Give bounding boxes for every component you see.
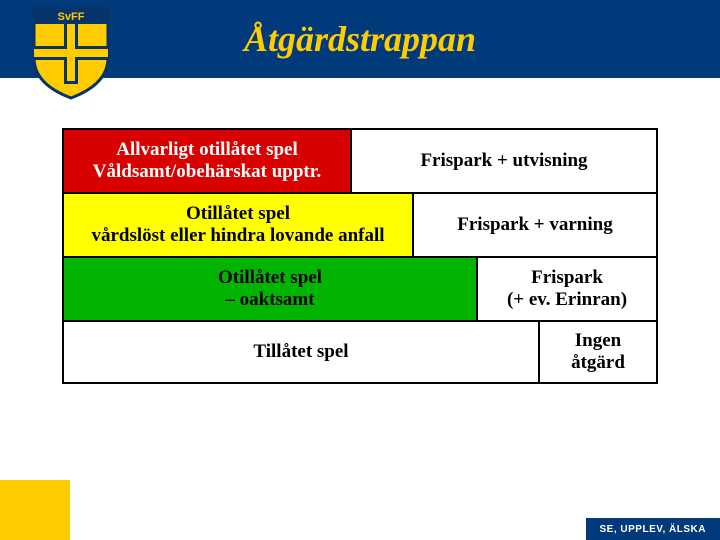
step-right-line1: Frispark + utvisning xyxy=(420,150,587,172)
ladder-step-1: Otillåtet spelvårdslöst eller hindra lov… xyxy=(62,192,658,256)
step-left-2: Otillåtet spel– oaktsamt xyxy=(64,256,478,320)
step-left-line1: Otillåtet spel xyxy=(186,203,290,225)
footer-tagline: SE, UPPLEV, ÄLSKA xyxy=(586,518,720,540)
step-left-line2: – oaktsamt xyxy=(225,289,314,311)
svff-logo: SvFF xyxy=(28,2,114,102)
header-bar: SvFF Åtgärdstrappan xyxy=(0,0,720,78)
step-right-1: Frispark + varning xyxy=(414,192,658,256)
step-left-1: Otillåtet spelvårdslöst eller hindra lov… xyxy=(64,192,414,256)
footer-accent xyxy=(0,480,70,540)
step-right-2: Frispark(+ ev. Erinran) xyxy=(478,256,658,320)
step-right-line2: (+ ev. Erinran) xyxy=(507,289,627,311)
svg-text:SvFF: SvFF xyxy=(58,11,85,23)
step-left-line2: vårdslöst eller hindra lovande anfall xyxy=(91,225,384,247)
step-right-3: Ingenåtgärd xyxy=(540,320,658,384)
page-title: Åtgärdstrappan xyxy=(244,18,476,60)
step-right-line1: Frispark xyxy=(531,267,603,289)
ladder-step-3: Tillåtet spel Ingenåtgärd xyxy=(62,320,658,384)
ladder-step-0: Allvarligt otillåtet spelVåldsamt/obehär… xyxy=(62,128,658,192)
step-right-0: Frispark + utvisning xyxy=(352,128,658,192)
step-right-line2: åtgärd xyxy=(571,352,625,374)
step-right-line1: Frispark + varning xyxy=(457,214,612,236)
step-left-line1: Allvarligt otillåtet spel xyxy=(116,139,298,161)
step-left-0: Allvarligt otillåtet spelVåldsamt/obehär… xyxy=(64,128,352,192)
step-left-3: Tillåtet spel xyxy=(64,320,540,384)
ladder-diagram: Allvarligt otillåtet spelVåldsamt/obehär… xyxy=(62,128,658,384)
ladder-step-2: Otillåtet spel– oaktsamtFrispark(+ ev. E… xyxy=(62,256,658,320)
step-right-line1: Ingen xyxy=(575,330,621,352)
step-left-line2: Våldsamt/obehärskat upptr. xyxy=(93,161,321,183)
step-left-line1: Otillåtet spel xyxy=(218,267,322,289)
step-left-line1: Tillåtet spel xyxy=(253,341,348,363)
